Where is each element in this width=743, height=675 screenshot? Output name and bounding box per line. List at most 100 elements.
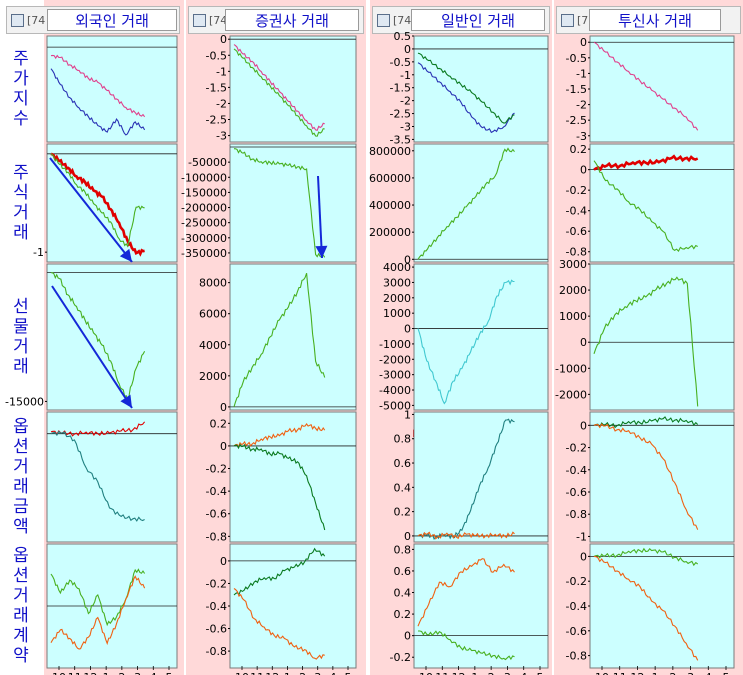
x-tick-label: 1 bbox=[103, 671, 110, 675]
window-icon[interactable] bbox=[193, 14, 206, 27]
window-title: 외국인 거래 bbox=[47, 9, 177, 31]
plot-area bbox=[589, 411, 735, 543]
y-tick-label: -0.2 bbox=[206, 577, 227, 590]
plot-area bbox=[413, 263, 549, 411]
y-tick-label: -2.5 bbox=[206, 114, 227, 127]
window-titlebar[interactable]: [744 증권사 거래 bbox=[188, 6, 364, 34]
y-tick-label: 0.8 bbox=[394, 433, 412, 446]
series-line bbox=[417, 62, 515, 134]
y-tick-label: -0.4 bbox=[566, 600, 587, 613]
x-tick-label: 10 bbox=[419, 671, 433, 675]
x-tick-label: 5 bbox=[345, 671, 352, 675]
y-tick-label: -3 bbox=[400, 120, 411, 133]
plot-area bbox=[413, 143, 549, 263]
y-tick-label: -1000 bbox=[555, 362, 587, 375]
arrow-head bbox=[119, 248, 132, 262]
x-tick-label: 11 bbox=[435, 671, 449, 675]
y-tick-label: -0.5 bbox=[206, 49, 227, 62]
series-line bbox=[233, 547, 326, 596]
x-tick-label: 11 bbox=[68, 671, 82, 675]
x-tick-label: 2 bbox=[299, 671, 306, 675]
y-tick-label: -200000 bbox=[181, 202, 227, 215]
row-label-char: 계 bbox=[13, 626, 29, 646]
x-tick-label: 2 bbox=[488, 671, 495, 675]
window-titlebar[interactable]: [74 일반인 거래 bbox=[372, 6, 550, 34]
y-tick-label: -0.2 bbox=[566, 575, 587, 588]
y-tick-label: 0.8 bbox=[394, 543, 412, 556]
row-label-char: 거 bbox=[13, 337, 29, 357]
y-tick-label: 0.4 bbox=[394, 587, 412, 600]
series-line bbox=[593, 160, 698, 253]
series-line bbox=[417, 52, 515, 124]
row-label-char: 가 bbox=[13, 69, 29, 89]
row-label-char: 액 bbox=[13, 517, 29, 537]
row-label-char: 거 bbox=[13, 203, 29, 223]
y-tick-label: -2.5 bbox=[390, 108, 411, 121]
y-tick-label: 800000 bbox=[369, 145, 411, 158]
row-label-char: 옵 bbox=[13, 546, 29, 566]
row-label-char: 약 bbox=[13, 646, 29, 666]
y-tick-label: -1 bbox=[33, 246, 44, 259]
y-tick-label: -0.5 bbox=[390, 56, 411, 69]
plot-area bbox=[413, 543, 549, 669]
y-tick-label: 0.2 bbox=[394, 608, 412, 621]
arrow-head bbox=[120, 394, 132, 408]
row-label-char: 금 bbox=[13, 497, 29, 517]
y-tick-label: 0 bbox=[404, 323, 411, 336]
plot-area bbox=[413, 35, 549, 143]
series-line bbox=[50, 152, 145, 257]
series-line bbox=[417, 279, 515, 405]
y-tick-label: -0.4 bbox=[206, 485, 227, 498]
y-tick-label: -0.6 bbox=[206, 623, 227, 636]
window-icon[interactable] bbox=[377, 14, 390, 27]
y-tick-label: -0.2 bbox=[390, 651, 411, 664]
series-line bbox=[233, 273, 326, 408]
y-tick-label: 0 bbox=[404, 530, 411, 543]
row-label-char: 션 bbox=[13, 437, 29, 457]
y-tick-label: -2000 bbox=[555, 388, 587, 401]
y-tick-label: 0.2 bbox=[210, 417, 228, 430]
y-tick-label: -1000 bbox=[379, 338, 411, 351]
plot-area bbox=[46, 143, 178, 263]
x-tick-label: 1 bbox=[471, 671, 478, 675]
row-label-char: 옵 bbox=[13, 417, 29, 437]
window-icon[interactable] bbox=[11, 14, 24, 27]
y-tick-label: -1.5 bbox=[566, 83, 587, 96]
row-label-char: 선 bbox=[13, 297, 29, 317]
row-label-char: 거 bbox=[13, 586, 29, 606]
y-tick-label: -1 bbox=[576, 67, 587, 80]
row-label-char: 래 bbox=[13, 606, 29, 626]
y-tick-label: 0 bbox=[580, 550, 587, 563]
plot-area bbox=[413, 411, 549, 543]
x-tick-label: 11 bbox=[250, 671, 264, 675]
row-label-char: 수 bbox=[13, 109, 29, 129]
row-label-char: 주 bbox=[13, 163, 29, 183]
x-tick-label: 2 bbox=[118, 671, 125, 675]
y-tick-label: 0.6 bbox=[394, 565, 412, 578]
series-line bbox=[50, 430, 145, 522]
y-tick-label: -2.5 bbox=[566, 114, 587, 127]
window-icon[interactable] bbox=[561, 14, 574, 27]
window-code: [74 bbox=[27, 14, 46, 27]
y-tick-label: -0.8 bbox=[206, 530, 227, 543]
x-tick-label: 5 bbox=[537, 671, 544, 675]
x-tick-label: 12 bbox=[265, 671, 279, 675]
y-tick-label: -0.4 bbox=[206, 600, 227, 613]
row-label-char: 래 bbox=[13, 357, 29, 377]
y-tick-label: 1000 bbox=[383, 307, 411, 320]
series-line bbox=[593, 41, 699, 131]
x-tick-label: 1 bbox=[284, 671, 291, 675]
series-line bbox=[593, 423, 699, 530]
series-line bbox=[418, 630, 515, 661]
x-tick-label: 3 bbox=[504, 671, 511, 675]
row-label-char: 거 bbox=[13, 457, 29, 477]
y-tick-label: -1.5 bbox=[206, 81, 227, 94]
y-tick-label: -0.6 bbox=[566, 486, 587, 499]
y-tick-label: 0 bbox=[580, 419, 587, 432]
arrow-line bbox=[51, 285, 133, 409]
arrow-head bbox=[315, 245, 328, 258]
window-titlebar[interactable]: [7 투신사 거래 bbox=[556, 6, 741, 34]
window-titlebar[interactable]: [74 외국인 거래 bbox=[6, 6, 180, 34]
y-tick-label: -4000 bbox=[379, 384, 411, 397]
